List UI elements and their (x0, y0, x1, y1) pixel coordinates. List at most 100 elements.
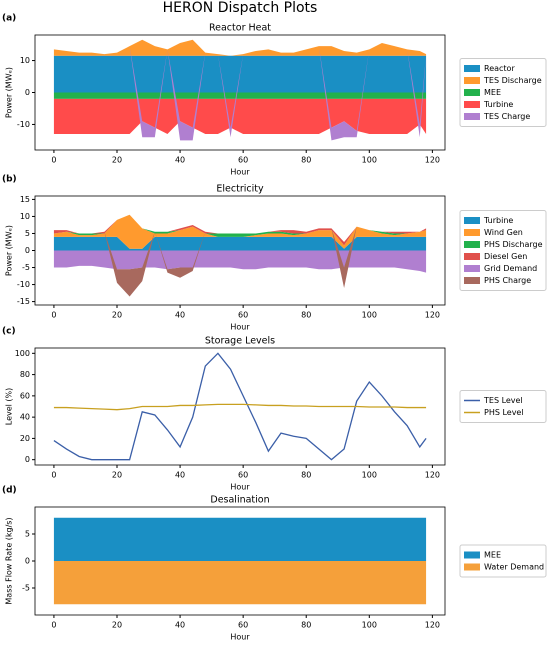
legend-label: TES Level (483, 396, 523, 405)
legend-label: PHS Discharge (484, 240, 543, 249)
legend-swatch (464, 551, 480, 559)
area (53, 98, 427, 135)
y-tick-label: -15 (17, 297, 30, 306)
chart-title: Desalination (210, 495, 269, 506)
y-axis-label: Mass Flow Rate (kg/s) (5, 517, 14, 604)
y-tick-label: 40 (20, 413, 30, 422)
y-tick-label: -10 (17, 280, 30, 289)
x-tick-label: 0 (51, 311, 56, 320)
y-tick-label: 15 (20, 195, 30, 204)
panel-label: (b) (2, 175, 17, 185)
legend-swatch (464, 229, 480, 236)
x-tick-label: 20 (112, 471, 122, 480)
y-tick-label: -5 (22, 584, 30, 593)
y-tick-label: 100 (15, 349, 30, 358)
plot-frame (34, 506, 446, 616)
legend-label: Wind Gen (484, 228, 523, 237)
legend-swatch (464, 563, 480, 571)
legend-swatch (464, 217, 480, 224)
x-tick-label: 100 (362, 156, 377, 165)
area (53, 214, 427, 249)
area (53, 39, 427, 56)
x-tick-label: 20 (112, 311, 122, 320)
legend-label: TES Discharge (483, 76, 542, 85)
y-tick-label: 0 (25, 246, 30, 255)
legend-swatch (464, 241, 480, 248)
x-tick-label: 120 (425, 621, 440, 630)
y-tick-label: 5 (25, 229, 30, 238)
x-tick-label: 40 (175, 156, 185, 165)
y-tick-label: 20 (20, 434, 30, 443)
legend-label: Diesel Gen (484, 252, 527, 261)
legend-box (459, 58, 547, 127)
x-tick-label: 80 (301, 471, 311, 480)
y-tick-label: 10 (20, 56, 30, 65)
legend-swatch (464, 265, 480, 272)
x-tick-label: 80 (301, 621, 311, 630)
y-tick-label: 80 (20, 370, 30, 379)
x-tick-label: 0 (51, 471, 56, 480)
legend-box (459, 210, 547, 291)
y-tick-label: 0 (25, 557, 30, 566)
x-tick-label: 120 (425, 311, 440, 320)
x-tick-label: 60 (238, 311, 248, 320)
panel-label: (d) (2, 486, 17, 496)
area (53, 517, 427, 561)
panel-label: (a) (2, 14, 16, 24)
legend-label: PHS Charge (484, 276, 531, 285)
plot-frame (34, 347, 446, 466)
x-tick-label: 60 (238, 156, 248, 165)
x-tick-label: 20 (112, 156, 122, 165)
y-axis-label: Power (MWₑ) (5, 225, 14, 276)
x-axis-label: Hour (230, 168, 250, 177)
legend-label: MEE (484, 551, 501, 560)
x-tick-label: 60 (238, 471, 248, 480)
legend-box (459, 544, 547, 578)
x-tick-label: 120 (425, 471, 440, 480)
plot-frame (34, 195, 446, 306)
legend-swatch (464, 65, 480, 72)
panel-label: (c) (2, 327, 16, 337)
y-tick-label: 0 (25, 88, 30, 97)
x-axis-label: Hour (230, 483, 250, 492)
x-tick-label: 40 (175, 471, 185, 480)
x-axis-label: Hour (230, 633, 250, 642)
x-tick-label: 100 (362, 621, 377, 630)
legend-swatch (464, 89, 480, 96)
legend-label: Reactor (484, 64, 515, 73)
area (53, 561, 427, 605)
legend-swatch (464, 277, 480, 284)
area (53, 92, 427, 99)
y-tick-label: 60 (20, 391, 30, 400)
x-tick-label: 0 (51, 621, 56, 630)
legend-label: PHS Level (484, 408, 524, 417)
x-tick-label: 100 (362, 471, 377, 480)
chart-title: Storage Levels (205, 336, 275, 347)
x-tick-label: 40 (175, 311, 185, 320)
y-tick-label: 0 (25, 455, 30, 464)
line (53, 352, 427, 461)
legend-label: Grid Demand (484, 264, 537, 273)
y-tick-label: -10 (17, 120, 30, 129)
y-axis-label: Level (%) (5, 388, 14, 426)
x-tick-label: 20 (112, 621, 122, 630)
x-tick-label: 100 (362, 311, 377, 320)
x-axis-label: Hour (230, 323, 250, 332)
chart-title: Reactor Heat (209, 23, 271, 34)
legend-label: Turbine (483, 216, 513, 225)
legend-swatch (464, 101, 480, 108)
legend-swatch (464, 253, 480, 260)
x-tick-label: 0 (51, 156, 56, 165)
chart-title: Electricity (216, 184, 264, 195)
x-tick-label: 40 (175, 621, 185, 630)
legend-label: Turbine (483, 100, 513, 109)
area (53, 250, 427, 273)
y-tick-label: 5 (25, 530, 30, 539)
legend-label: Water Demand (484, 563, 544, 572)
y-tick-label: -5 (22, 263, 30, 272)
x-tick-label: 60 (238, 621, 248, 630)
y-axis-label: Power (MWₑ) (5, 67, 14, 118)
legend-swatch (464, 113, 480, 120)
x-tick-label: 80 (301, 156, 311, 165)
